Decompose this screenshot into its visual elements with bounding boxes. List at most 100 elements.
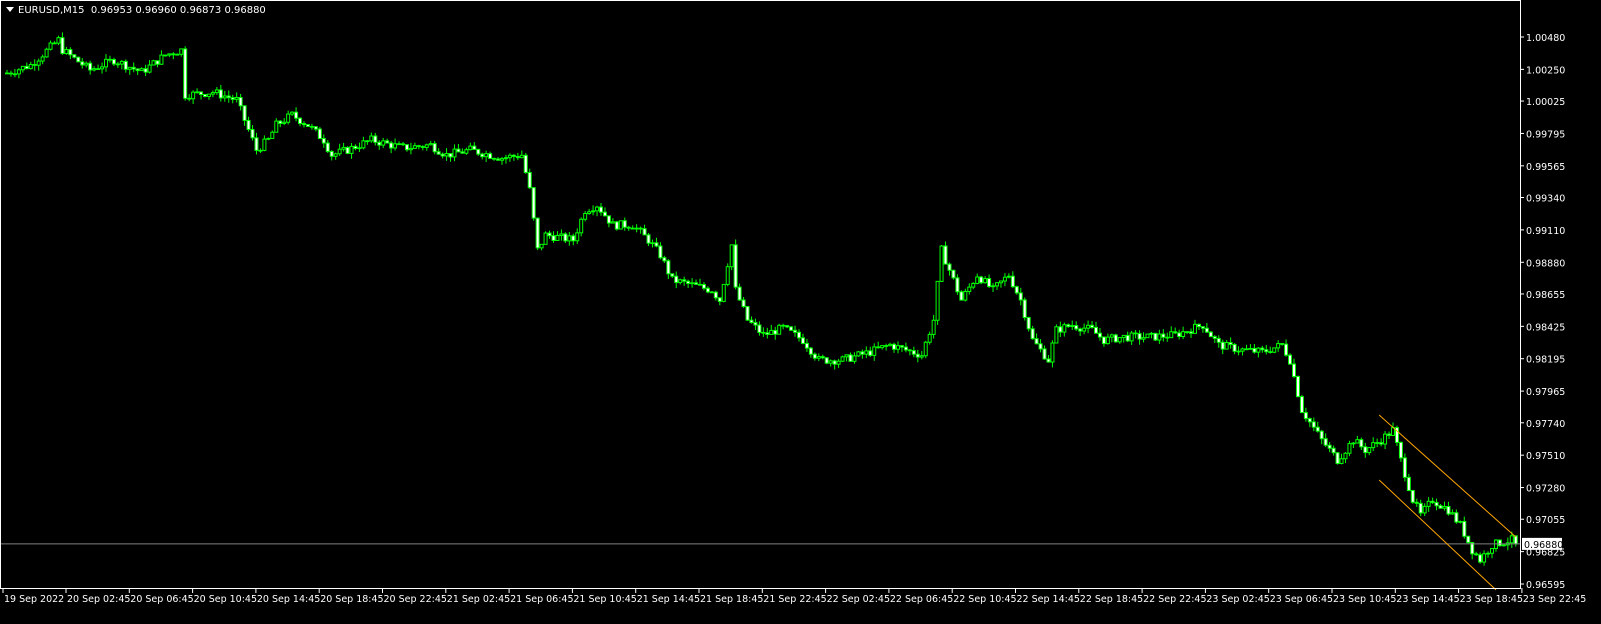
candle-body-bear	[313, 126, 318, 130]
price-tick-label: 0.99340	[1526, 194, 1565, 205]
candle-body-bear	[785, 325, 790, 328]
candle-body-bear	[456, 148, 461, 153]
candle-body-bull	[864, 350, 869, 355]
candle	[781, 323, 786, 330]
candle-body-bull	[880, 345, 885, 349]
candle	[1090, 320, 1095, 329]
candle-body-bull	[1422, 505, 1427, 514]
candle-body-bear	[1189, 331, 1194, 334]
channel-lower-line[interactable]	[1378, 479, 1497, 591]
time-axis[interactable]: 19 Sep 2022 20 Sep 02:45 20 Sep 06:45 20 Se…	[2, 588, 1586, 605]
candle-body-bull	[555, 234, 560, 241]
candle	[531, 187, 536, 221]
candle-body-bull	[919, 355, 924, 358]
candle-body-bear	[884, 345, 889, 347]
price-axis[interactable]: 1.00480 1.00250 1.00025 0.99795 0.99565 0.993…	[1520, 33, 1565, 591]
candle	[171, 52, 176, 60]
candle-body-bear	[1315, 426, 1320, 432]
channel-upper-line[interactable]	[1378, 414, 1517, 538]
candle	[1272, 347, 1277, 354]
candle-body-bull	[357, 147, 362, 150]
candle	[1307, 417, 1312, 428]
candle-body-bear	[309, 125, 314, 128]
candle	[626, 225, 631, 231]
candle-body-bear	[1292, 363, 1296, 377]
candle-body-bull	[678, 279, 683, 284]
candle-body-bear	[377, 141, 382, 146]
candle-body-bear	[955, 277, 960, 293]
candle	[1121, 334, 1126, 343]
candle-body-bull	[507, 154, 512, 159]
candle-body-bear	[72, 54, 77, 58]
candle-body-bull	[464, 149, 469, 154]
candle	[701, 282, 706, 291]
candle	[428, 140, 433, 146]
candle	[1137, 330, 1142, 345]
candle	[305, 124, 310, 127]
candle	[496, 157, 501, 161]
candle-body-bear	[1303, 412, 1308, 420]
candle	[377, 140, 382, 150]
candle	[1513, 535, 1518, 547]
candle-body-bear	[325, 142, 330, 152]
candle-body-bull	[428, 143, 433, 146]
candle-body-bear	[1434, 502, 1439, 507]
candle	[880, 345, 885, 350]
candle-body-bear	[230, 97, 235, 100]
candle	[290, 111, 295, 116]
candle	[840, 355, 845, 363]
candle	[468, 142, 473, 151]
candle	[1347, 440, 1352, 457]
candle-body-bull	[262, 138, 267, 151]
candle-body-bear	[670, 273, 675, 277]
candle-body-bull	[56, 37, 61, 44]
candle-body-bear	[345, 146, 350, 154]
candle-body-bull	[1117, 337, 1122, 343]
candle-body-bear	[1173, 331, 1178, 334]
price-tick-label: 0.99110	[1526, 226, 1565, 237]
candle-body-bear	[824, 357, 829, 364]
candle	[1379, 438, 1384, 447]
candle-body-bear	[1090, 324, 1095, 328]
candle	[262, 135, 267, 152]
candle-body-bear	[757, 324, 762, 333]
candle-body-bear	[385, 140, 390, 144]
candle-body-bear	[646, 234, 651, 244]
candle-body-bear	[733, 244, 738, 288]
candle-body-bull	[179, 48, 184, 55]
candle	[36, 58, 41, 71]
candle	[440, 152, 445, 159]
candle	[987, 274, 992, 288]
candle-body-bear	[60, 37, 65, 55]
candle-body-bull	[1371, 442, 1376, 449]
candle	[1177, 329, 1182, 340]
candle	[56, 35, 61, 46]
candle-body-bear	[1244, 348, 1249, 351]
candle-body-bull	[971, 282, 976, 288]
candle	[971, 282, 976, 290]
candle-body-bear	[1311, 421, 1316, 428]
candle	[808, 346, 813, 358]
dropdown-triangle-icon[interactable]	[6, 7, 14, 12]
candle	[595, 205, 600, 217]
time-tick-label: 21 Sep 10:45	[573, 594, 636, 605]
candle	[1014, 285, 1019, 295]
candle	[104, 54, 108, 72]
candle-body-bear	[218, 89, 223, 99]
candle-body-bull	[444, 153, 449, 157]
candle-body-bull	[836, 360, 841, 365]
candle	[856, 350, 861, 357]
candle-body-bear	[808, 347, 813, 355]
candle-body-bull	[1272, 347, 1277, 353]
candle	[353, 144, 358, 151]
time-tick-label: 22 Sep 14:45	[1017, 594, 1080, 605]
candle	[1038, 339, 1043, 353]
candle	[777, 323, 782, 335]
candle-body-bull	[975, 276, 980, 284]
candle	[206, 93, 211, 100]
candle	[1006, 273, 1011, 279]
candle	[998, 280, 1003, 288]
candle-body-bear	[8, 72, 13, 75]
candle-body-bear	[761, 331, 766, 334]
